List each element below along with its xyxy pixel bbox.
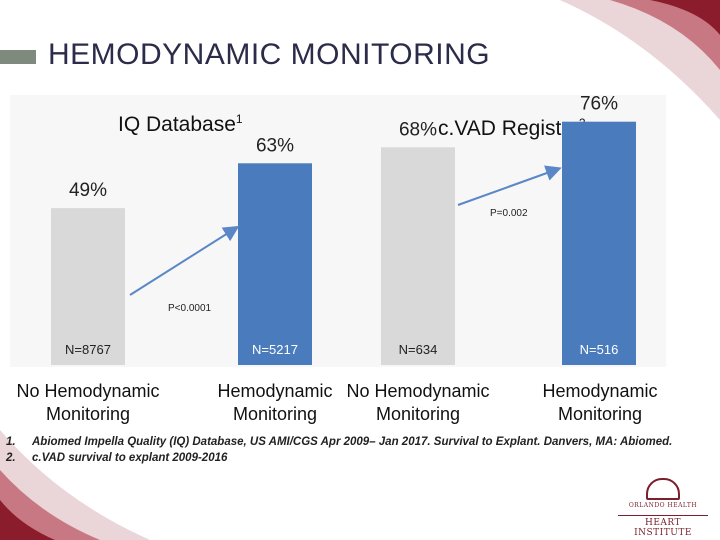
bar-value-label: 68%	[399, 119, 437, 140]
trend-arrow-icon	[457, 165, 562, 206]
bar-n-label: N=5217	[252, 342, 298, 357]
footnote-2: 2. c.VAD survival to explant 2009-2016	[6, 452, 228, 464]
footnote-1: 1. Abiomed Impella Quality (IQ) Database,…	[6, 436, 673, 448]
category-label-1: No Hemodynamic	[16, 381, 159, 401]
logo-seal-icon	[646, 478, 680, 500]
bar-1-1	[51, 208, 125, 365]
bar-value-label: 76%	[580, 95, 618, 115]
bar-value-label: 63%	[256, 135, 294, 156]
bar-2-1	[381, 147, 455, 365]
category-label-4: Hemodynamic	[542, 381, 657, 401]
category-label-1: Monitoring	[46, 404, 130, 424]
heart-institute-logo: ORLANDO HEALTH HEART INSTITUTE	[618, 478, 708, 538]
bar-n-label: N=634	[399, 342, 438, 357]
category-label-3: No Hemodynamic	[346, 381, 489, 401]
bar-n-label: N=8767	[65, 342, 111, 357]
p-value-label: P=0.002	[490, 208, 528, 219]
category-label-3: Monitoring	[376, 404, 460, 424]
category-label-2: Monitoring	[233, 404, 317, 424]
bar-chart: IQ Database149%N=876763%N=5217P<0.0001c.…	[10, 95, 666, 424]
category-label-2: Hemodynamic	[217, 381, 332, 401]
group-title-1: IQ Database1	[118, 112, 243, 136]
title-accent-bar	[0, 50, 36, 64]
bar-1-2	[238, 163, 312, 365]
bar-n-label: N=516	[580, 342, 619, 357]
bar-value-label: 49%	[69, 180, 107, 201]
trend-arrow-icon	[129, 225, 240, 296]
category-label-4: Monitoring	[558, 404, 642, 424]
p-value-label: P<0.0001	[168, 303, 212, 314]
slide-title: HEMODYNAMIC MONITORING	[48, 38, 491, 71]
bar-2-2	[562, 121, 636, 365]
